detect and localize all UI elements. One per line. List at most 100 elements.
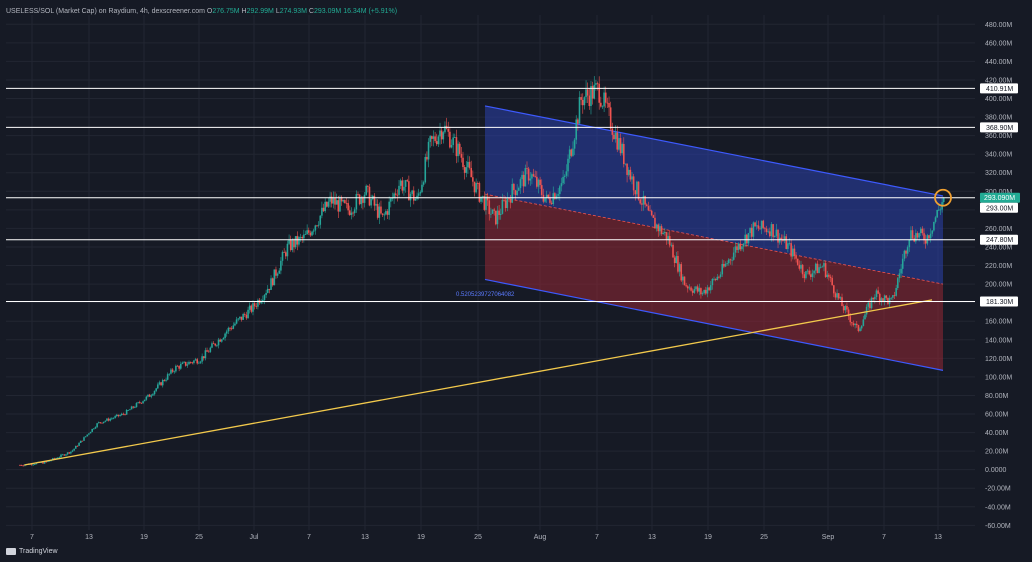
candle-body	[473, 181, 476, 193]
candle-body	[33, 464, 36, 466]
candle-body	[795, 255, 797, 259]
candle-body	[869, 302, 871, 309]
candle-body	[130, 406, 133, 410]
candle-body	[708, 287, 710, 291]
candle-body	[678, 264, 681, 272]
candle-body	[470, 167, 473, 178]
candle-body	[527, 168, 530, 181]
candle-body	[864, 314, 866, 320]
x-tick-label: Aug	[534, 534, 547, 541]
candle-body	[68, 452, 71, 454]
candle-body	[509, 199, 512, 203]
candle-body	[718, 276, 720, 278]
level-price-tag	[980, 122, 1018, 133]
candle-body	[367, 185, 369, 187]
candle-body	[787, 243, 789, 249]
candle-body	[20, 465, 23, 466]
candle-body	[475, 183, 477, 193]
candle-body	[769, 231, 771, 237]
candle-body	[299, 237, 302, 238]
y-tick-label: 380.00M	[985, 115, 1012, 122]
x-tick-label: Sep	[822, 534, 835, 541]
candle-body	[532, 174, 535, 177]
candle-body	[65, 454, 67, 456]
candle-body	[152, 394, 154, 396]
tradingview-branding[interactable]: TradingView	[6, 548, 58, 555]
candle-body	[296, 236, 299, 245]
candle-body	[431, 136, 433, 139]
candle-body	[688, 287, 691, 289]
candle-body	[217, 339, 220, 346]
candle-body	[680, 264, 683, 281]
candle-body	[818, 267, 820, 274]
y-tick-label: 260.00M	[985, 226, 1012, 233]
candle-body	[503, 200, 505, 201]
candle-body	[414, 198, 417, 201]
candle-body	[595, 83, 597, 85]
candle-body	[147, 394, 149, 397]
candle-body	[309, 232, 312, 236]
candle-body	[601, 106, 604, 108]
candle-body	[73, 448, 75, 451]
candle-body	[642, 195, 645, 205]
candle-body	[472, 177, 474, 182]
candle-body	[836, 293, 838, 298]
candle-body	[380, 206, 382, 214]
candle-body	[813, 270, 815, 274]
candle-body	[565, 171, 568, 176]
candle-body	[639, 199, 642, 204]
candle-body	[250, 305, 253, 312]
y-tick-label: 0.0000	[985, 467, 1007, 474]
candle-body	[785, 236, 788, 249]
candle-body	[833, 285, 835, 294]
candle-body	[457, 143, 459, 157]
low-value: 274.93M	[279, 8, 307, 15]
candle-body	[629, 169, 632, 180]
candle-body	[19, 465, 21, 466]
candle-body	[71, 450, 74, 452]
candle-body	[449, 131, 451, 148]
y-tick-label: 340.00M	[985, 152, 1012, 159]
candle-body	[791, 248, 794, 257]
candle-body	[496, 210, 499, 225]
candle-body	[99, 422, 102, 424]
candle-body	[806, 270, 809, 272]
candle-body	[260, 301, 262, 304]
candle-body	[549, 197, 551, 203]
candle-body	[140, 402, 143, 404]
candle-body	[572, 148, 574, 156]
candle-body	[206, 350, 208, 352]
candle-body	[247, 309, 249, 319]
candle-body	[903, 250, 906, 259]
candle-body	[831, 277, 833, 286]
change-value: 16.34M (+5.91%)	[343, 8, 398, 15]
x-tick-label: 7	[307, 534, 311, 541]
candle-body	[632, 176, 635, 191]
candle-body	[604, 92, 607, 103]
y-tick-label: 40.00M	[985, 430, 1009, 437]
candle-body	[273, 269, 276, 286]
candle-body	[737, 243, 740, 250]
level-price-label: 368.90M	[986, 125, 1013, 132]
candle-body	[124, 414, 126, 416]
candle-body	[698, 288, 701, 292]
candle-body	[847, 309, 850, 317]
candle-body	[332, 197, 335, 204]
candle-body	[619, 138, 622, 154]
candle-body	[544, 198, 546, 202]
candle-body	[664, 232, 666, 234]
candle-body	[283, 251, 285, 253]
candle-body	[204, 350, 207, 359]
candle-body	[120, 413, 123, 416]
candle-body	[404, 180, 407, 187]
candle-body	[568, 149, 571, 159]
candle-body	[347, 203, 349, 211]
candle-body	[427, 141, 430, 160]
candle-body	[752, 222, 755, 237]
candle-body	[805, 271, 807, 279]
y-tick-label: 220.00M	[985, 263, 1012, 270]
candle-body	[163, 379, 166, 381]
candle-body	[35, 462, 38, 465]
candle-body	[304, 234, 307, 235]
